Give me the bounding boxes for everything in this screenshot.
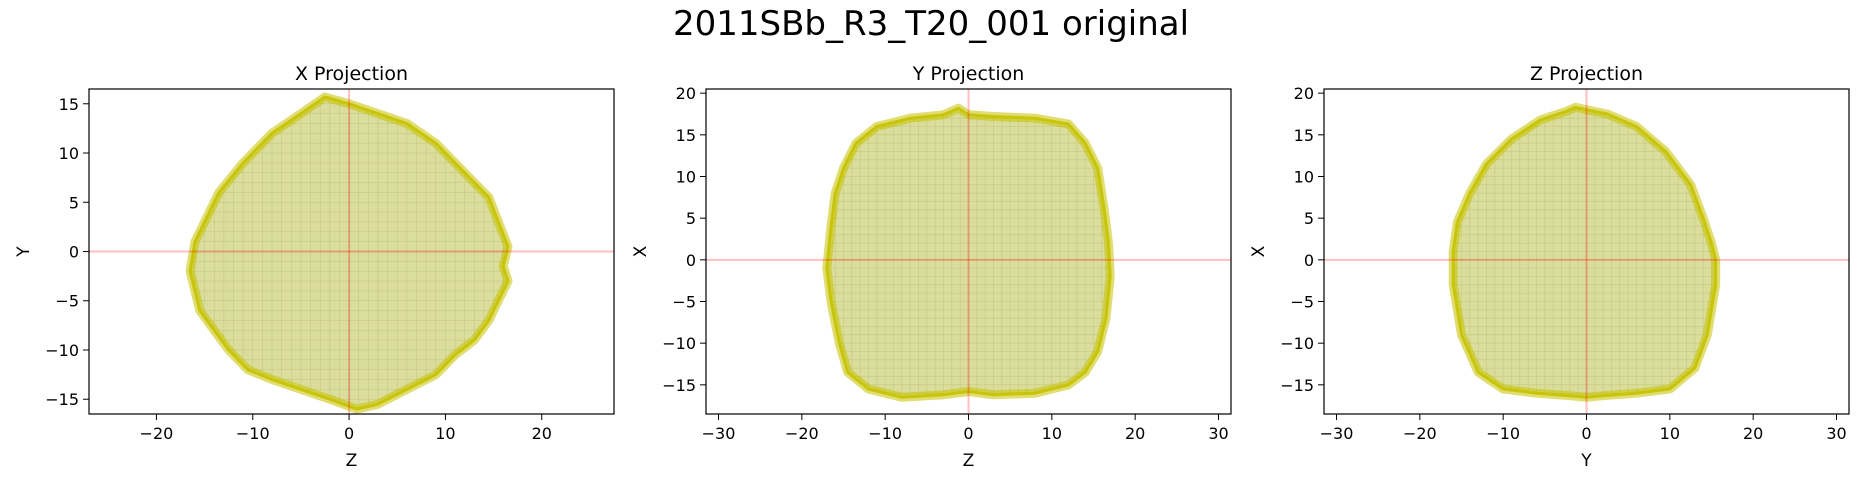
y-tick-label: −10	[662, 334, 696, 353]
x-tick-label: 0	[963, 424, 973, 443]
x-tick-label: −20	[785, 424, 819, 443]
y-tick-label: 5	[1304, 209, 1314, 228]
y-tick-label: 15	[59, 95, 79, 114]
y-axis-label: X	[1249, 245, 1269, 257]
x-tick-label: 0	[344, 424, 354, 443]
x-tick-label: 20	[1125, 424, 1145, 443]
panel-2: −30 −20 −10 0 10 20 30 −15 −10 −5 0 5 10 15 20 Y Projec…	[631, 63, 1232, 471]
x-tick-label: −20	[1403, 424, 1437, 443]
shape-fill	[1453, 107, 1716, 398]
x-tick-label: 30	[1208, 424, 1228, 443]
shape-outline	[1451, 105, 1718, 399]
y-tick-label: 5	[686, 209, 696, 228]
y-tick-label: 5	[69, 193, 79, 212]
y-tick-label: −10	[1280, 334, 1314, 353]
panel-title: Z Projection	[1530, 63, 1643, 85]
y-tick-label: −15	[1280, 376, 1314, 395]
y-tick-label: 20	[676, 84, 696, 103]
y-tick-label: −5	[55, 292, 79, 311]
x-tick-label: 30	[1826, 424, 1846, 443]
figure-title: 2011SBb_R3_T20_001 original	[672, 4, 1190, 44]
y-tick-label: 15	[676, 126, 696, 145]
plot-area	[1324, 89, 1849, 414]
y-tick-label: −5	[672, 293, 696, 312]
x-axis-label: Y	[1580, 451, 1592, 471]
y-axis-label: X	[631, 245, 651, 257]
y-tick-label: 10	[676, 168, 696, 187]
y-tick-label: −15	[662, 376, 696, 395]
shape-outline	[825, 106, 1112, 399]
x-tick-label: 20	[532, 424, 552, 443]
y-tick-label: 10	[59, 144, 79, 163]
panel-1: −20 −10 0 10 20 −15 −10 −5 0 5 10 15 X Projection Z Y	[14, 63, 615, 471]
y-tick-label: 0	[69, 243, 79, 262]
y-tick-label: −15	[45, 390, 79, 409]
x-tick-label: −30	[1320, 424, 1354, 443]
x-tick-label: −10	[1486, 424, 1520, 443]
plot-area	[89, 89, 614, 414]
x-axis-label: Z	[963, 451, 975, 471]
panel-title: Y Projection	[912, 63, 1025, 85]
x-tick-label: 20	[1743, 424, 1763, 443]
x-tick-label: −20	[140, 424, 174, 443]
y-tick-label: −10	[45, 341, 79, 360]
x-tick-label: −10	[868, 424, 902, 443]
shape-mesh	[826, 108, 1111, 398]
plot-area	[706, 89, 1231, 414]
x-tick-label: −10	[236, 424, 270, 443]
y-axis-label: Y	[14, 246, 34, 258]
panel-title: X Projection	[295, 63, 408, 85]
panel-3: −30 −20 −10 0 10 20 30 −15 −10 −5 0 5 10 15 20 Z Projec…	[1249, 63, 1850, 471]
x-tick-label: 10	[435, 424, 455, 443]
y-tick-label: 0	[686, 251, 696, 270]
y-tick-label: 20	[1294, 84, 1314, 103]
x-tick-label: 0	[1581, 424, 1591, 443]
y-tick-label: 10	[1294, 168, 1314, 187]
x-tick-label: 10	[1042, 424, 1062, 443]
shape-outline	[188, 95, 510, 411]
y-tick-label: −5	[1290, 293, 1314, 312]
x-axis-label: Z	[346, 451, 358, 471]
shape-mesh	[1453, 107, 1716, 398]
x-tick-label: 10	[1660, 424, 1680, 443]
y-tick-label: 0	[1304, 251, 1314, 270]
x-tick-label: −30	[702, 424, 736, 443]
y-tick-label: 15	[1294, 126, 1314, 145]
